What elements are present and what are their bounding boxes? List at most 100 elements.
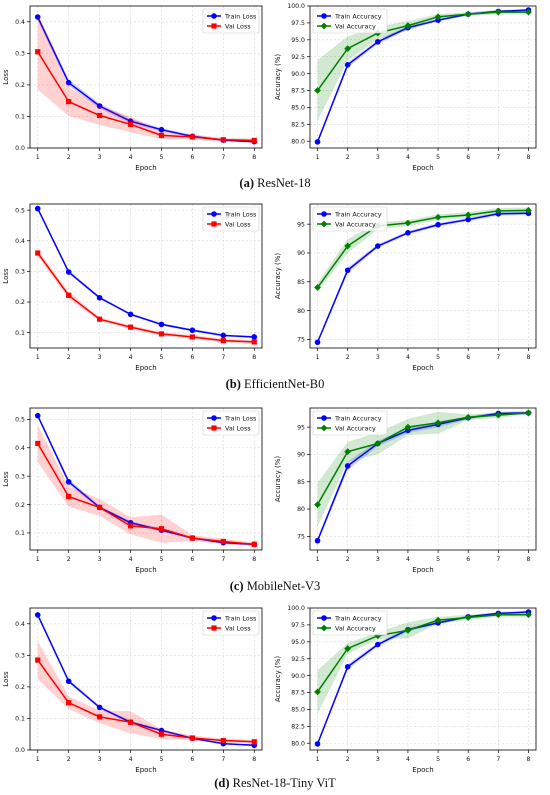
data-point (96, 704, 103, 711)
series-line (37, 51, 255, 142)
data-point (189, 134, 195, 140)
x-tick-label: 3 (376, 154, 380, 161)
y-tick-label: 95.0 (291, 37, 305, 44)
caption-a: (a) ResNet-18 (0, 176, 550, 191)
x-ticks: 1 2 3 4 5 6 7 8 (36, 348, 256, 361)
x-tick-label: 2 (346, 154, 350, 161)
data-point (97, 316, 103, 322)
confidence-band (37, 425, 255, 547)
y-tick-label: 0.1 (15, 716, 25, 723)
data-point (525, 611, 532, 619)
series-val-accuracy (314, 8, 532, 121)
data-point (465, 216, 471, 223)
plot-frame (29, 607, 263, 751)
caption-tag: (b) (225, 377, 241, 391)
data-point (158, 321, 165, 328)
x-tick-label: 5 (436, 354, 440, 361)
legend-label: Val Loss (225, 220, 251, 228)
x-tick-label: 4 (406, 556, 410, 563)
y-tick-label: 0.3 (15, 473, 25, 480)
x-axis-label: Epoch (135, 766, 156, 774)
series-val-accuracy (314, 409, 532, 527)
y-tick-label: 0.4 (15, 445, 25, 452)
series-val-loss (35, 13, 257, 144)
y-tick-label: 80 (297, 308, 305, 315)
data-point (494, 207, 502, 215)
data-point (464, 413, 472, 421)
legend-swatch-marker (211, 615, 217, 621)
y-tick-label: 90.0 (291, 673, 305, 680)
y-tick-label: 90 (297, 250, 305, 257)
data-point (494, 411, 502, 419)
data-point (35, 49, 41, 55)
legend-swatch-marker (321, 415, 327, 421)
y-tick-label: 87.5 (291, 88, 305, 95)
panel-a: 1 2 3 4 5 6 7 8 0.0 0.1 0.2 0.3 0.4 Epoch Loss Train Lo… (0, 0, 550, 198)
x-tick-label: 6 (190, 154, 194, 161)
chart-svg: 1 2 3 4 5 6 7 8 80.0 82.5 85.0 87.5 90.0 92.5 95.0 97.5… (274, 605, 537, 774)
confidence-band (37, 13, 255, 143)
caption-b: (b) EfficientNet-B0 (0, 377, 550, 392)
data-point (314, 688, 321, 696)
x-tick-label: 4 (406, 756, 410, 763)
x-tick-label: 1 (36, 556, 40, 563)
data-point (158, 126, 165, 133)
caption-tag: (c) (229, 579, 244, 593)
y-tick-label: 0.2 (15, 684, 25, 691)
legend-swatch-marker (321, 615, 327, 621)
series-line (316, 212, 529, 343)
series-line (37, 208, 255, 338)
legend-label: Train Loss (224, 12, 257, 20)
x-ticks: 1 2 3 4 5 6 7 8 (316, 348, 530, 361)
y-tick-label: 95.0 (291, 639, 305, 646)
data-point (220, 338, 226, 344)
x-tick-label: 7 (496, 154, 500, 161)
legend-label: Val Loss (225, 424, 251, 432)
legend-box (312, 410, 388, 436)
legend-swatch-marker (320, 624, 328, 632)
data-point (525, 8, 532, 16)
legend-swatch-marker (211, 625, 217, 631)
legend: Train Loss Val Loss (202, 206, 260, 232)
x-tick-label: 2 (346, 756, 350, 763)
series-line (37, 252, 255, 343)
plot-frame (309, 5, 537, 149)
data-point (65, 269, 72, 275)
data-point (127, 121, 134, 127)
x-tick-label: 4 (129, 354, 133, 361)
data-point (404, 423, 412, 431)
data-point (97, 714, 103, 720)
data-point (35, 440, 41, 447)
x-tick-label: 5 (436, 556, 440, 563)
x-tick-label: 3 (98, 354, 102, 361)
x-tick-label: 8 (526, 556, 530, 563)
y-axis-label: Loss (2, 671, 10, 687)
data-point (189, 735, 195, 741)
x-tick-label: 6 (190, 354, 194, 361)
legend-box (202, 410, 260, 436)
data-point (35, 657, 41, 663)
y-tick-label: 85 (297, 479, 305, 486)
y-ticks: 0.1 0.2 0.3 0.4 0.5 (15, 417, 30, 537)
x-tick-label: 5 (159, 556, 163, 563)
series-line (37, 443, 255, 546)
y-tick-label: 0.2 (15, 299, 25, 306)
confidence-band (317, 10, 529, 121)
y-tick-label: 0.2 (15, 82, 25, 89)
series-line (37, 16, 255, 143)
legend-label: Train Loss (224, 614, 257, 622)
data-point (158, 331, 165, 337)
data-point (158, 132, 165, 138)
x-axis-label: Epoch (412, 364, 433, 372)
x-tick-label: 7 (221, 354, 225, 361)
data-point (96, 103, 103, 109)
x-tick-label: 6 (190, 556, 194, 563)
y-tick-label: 82.5 (291, 724, 305, 731)
legend-label: Val Accuracy (335, 22, 376, 30)
y-axis-label: Loss (2, 471, 10, 487)
legend-label: Train Loss (224, 414, 257, 422)
y-tick-label: 85.0 (291, 707, 305, 714)
y-tick-label: 75 (297, 337, 305, 344)
x-tick-label: 2 (67, 556, 71, 563)
x-tick-label: 3 (98, 756, 102, 763)
